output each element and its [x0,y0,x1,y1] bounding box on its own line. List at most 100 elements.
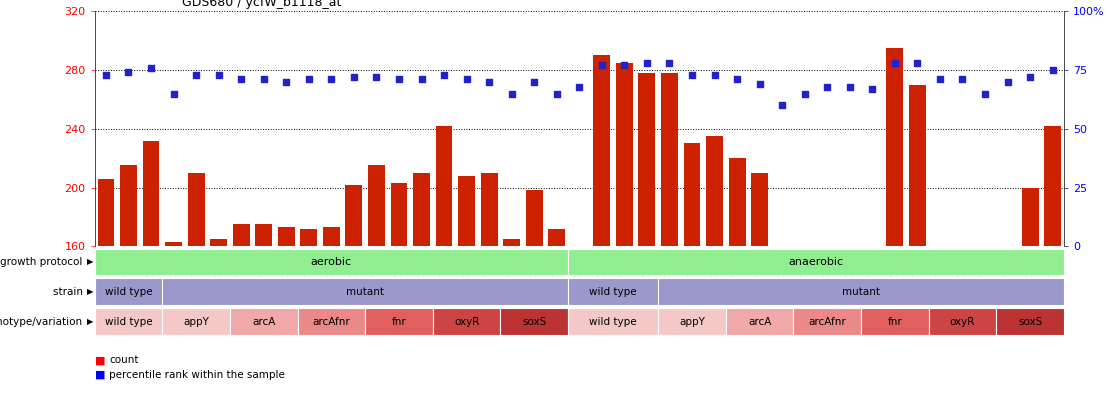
Point [412,76,430,83]
Point [998,79,1016,85]
Text: arcAfnr: arcAfnr [312,317,350,326]
Bar [751,173,768,405]
Text: ▶: ▶ [87,257,94,266]
Bar [165,242,182,405]
Bar [996,309,1064,335]
Bar [391,183,408,405]
Text: arcA: arcA [747,317,771,326]
Bar [526,190,543,405]
Bar [726,309,793,335]
Bar [548,228,565,405]
Point [390,76,408,83]
Bar [297,309,365,335]
Text: arcA: arcA [252,317,275,326]
Point [683,72,701,78]
Point [954,76,971,83]
Text: growth protocol: growth protocol [0,257,89,266]
Bar [345,185,362,405]
Bar [95,249,568,275]
Text: ▶: ▶ [87,287,94,296]
Point [526,79,544,85]
Point [593,62,610,68]
Bar [658,279,1064,305]
Text: genotype/variation: genotype/variation [0,317,89,326]
Point [502,90,520,97]
Bar [568,309,658,335]
Point [1044,67,1062,73]
Point [277,79,295,85]
Text: anaerobic: anaerobic [789,257,843,266]
Point [480,79,498,85]
Point [436,72,453,78]
Bar [504,239,520,405]
Point [795,90,813,97]
Text: oxyR: oxyR [950,317,975,326]
Bar [187,173,205,405]
Bar [277,227,295,405]
Point [165,90,183,97]
Text: percentile rank within the sample: percentile rank within the sample [109,370,285,379]
Text: ■: ■ [95,356,105,365]
Text: wild type: wild type [105,287,153,296]
Point [233,76,251,83]
Bar [658,309,726,335]
Text: ▶: ▶ [87,317,94,326]
Bar [861,309,929,335]
Point [841,83,859,90]
Bar [480,173,498,405]
Text: fnr: fnr [888,317,902,326]
Bar [95,279,163,305]
Bar [120,166,137,405]
Bar [233,224,250,405]
Point [1022,74,1039,80]
Point [322,76,340,83]
Bar [793,309,861,335]
Point [548,90,566,97]
Point [863,85,881,92]
Text: oxyR: oxyR [453,317,479,326]
Point [570,83,588,90]
Point [886,60,903,66]
Text: appY: appY [183,317,209,326]
Point [819,83,837,90]
Point [97,72,115,78]
Bar [1022,188,1038,405]
Bar [368,166,384,405]
Bar [684,143,701,405]
Bar [594,55,610,405]
Point [729,76,746,83]
Point [615,62,633,68]
Bar [1044,126,1061,405]
Point [300,76,317,83]
Text: ■: ■ [95,370,105,379]
Point [661,60,678,66]
Text: arcAfnr: arcAfnr [809,317,847,326]
Point [751,81,769,87]
Point [119,69,137,76]
Point [705,72,723,78]
Bar [954,393,971,405]
Bar [229,309,297,335]
Bar [458,176,475,405]
Point [931,76,949,83]
Bar [999,389,1016,405]
Bar [95,309,163,335]
Bar [323,227,340,405]
Bar [163,309,229,335]
Point [255,76,273,83]
Bar [211,239,227,405]
Text: soxS: soxS [1018,317,1043,326]
Text: soxS: soxS [522,317,546,326]
Bar [436,126,452,405]
Bar [568,279,658,305]
Bar [887,48,903,405]
Point [368,74,385,80]
Text: appY: appY [680,317,705,326]
Bar [255,224,272,405]
Point [976,90,994,97]
Text: fnr: fnr [392,317,407,326]
Text: mutant: mutant [346,287,384,296]
Point [908,60,926,66]
Text: aerobic: aerobic [311,257,352,266]
Text: mutant: mutant [842,287,880,296]
